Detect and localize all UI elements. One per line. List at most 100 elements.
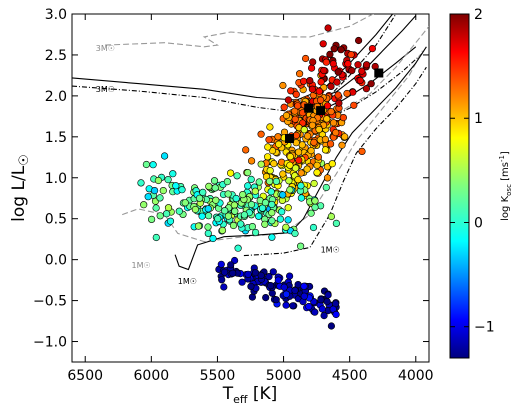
y-tick-label: 0.5 <box>45 212 67 228</box>
star-point <box>333 78 341 86</box>
star-point <box>286 186 294 194</box>
star-point <box>262 294 270 302</box>
star-point <box>310 179 318 188</box>
star-point <box>309 223 318 232</box>
star-point <box>317 78 325 86</box>
star-point <box>323 298 331 306</box>
star-point <box>156 194 164 202</box>
track-label: 1M☉ <box>178 277 197 286</box>
star-point <box>322 183 330 192</box>
star-point <box>272 296 280 304</box>
star-point <box>276 215 285 223</box>
star-point <box>305 302 313 311</box>
star-point <box>229 221 238 230</box>
star-point <box>297 194 306 202</box>
star-point <box>294 102 302 110</box>
star-point <box>169 170 177 178</box>
star-point <box>311 203 319 211</box>
star-point <box>217 260 225 268</box>
star-point <box>268 209 276 217</box>
star-point <box>308 64 316 72</box>
star-point <box>212 196 220 204</box>
highlight-star <box>304 103 314 113</box>
star-point <box>311 308 319 316</box>
star-point <box>149 161 157 169</box>
x-axis-title: Teff [K] <box>222 384 278 406</box>
star-point <box>269 268 277 276</box>
star-point <box>218 276 226 284</box>
star-point <box>191 205 199 214</box>
star-point <box>291 286 299 295</box>
star-point <box>300 292 308 300</box>
track-8 <box>174 46 427 271</box>
y-tick-label: 2.5 <box>45 48 67 64</box>
star-point <box>313 168 321 177</box>
plot-area: 3M☉ 3M☉ 1M☉ 1M☉ 1M☉ 6500 6000 5500 5000 4500 4000… <box>33 7 434 384</box>
star-point <box>349 88 357 96</box>
star-point <box>144 193 152 201</box>
star-point <box>310 138 318 146</box>
star-point <box>220 283 228 291</box>
star-point <box>275 140 283 148</box>
y-tick-label: 1.0 <box>45 171 67 187</box>
star-point <box>328 160 336 168</box>
star-point <box>230 201 238 209</box>
track-labels: 3M☉ 3M☉ 1M☉ 1M☉ 1M☉ <box>96 44 340 286</box>
x-tick-label: 5000 <box>266 368 302 384</box>
track-label: 3M☉ <box>96 85 115 94</box>
star-point <box>289 302 297 310</box>
star-point <box>327 82 335 90</box>
star-point <box>248 223 256 231</box>
star-point <box>307 209 315 217</box>
star-point <box>151 187 159 195</box>
star-point <box>142 160 150 169</box>
x-tick-label: 6500 <box>67 368 103 384</box>
star-point <box>255 178 263 186</box>
star-point <box>302 54 310 63</box>
star-point <box>148 215 156 223</box>
y-tick-label: 3.0 <box>45 7 67 23</box>
star-point <box>267 188 275 196</box>
star-point <box>229 269 237 277</box>
star-point <box>204 223 212 231</box>
star-point <box>175 207 183 215</box>
star-point <box>320 312 328 320</box>
star-point <box>324 102 332 110</box>
star-point <box>319 40 327 48</box>
star-point <box>240 211 248 219</box>
star-point <box>265 136 273 144</box>
star-point <box>306 76 314 85</box>
star-point <box>137 179 145 187</box>
star-point <box>327 107 335 116</box>
star-point <box>282 290 291 298</box>
star-point <box>268 233 276 241</box>
star-point <box>321 135 330 143</box>
star-point <box>332 219 341 227</box>
star-point <box>315 87 323 95</box>
star-point <box>223 178 231 186</box>
star-point <box>286 161 294 169</box>
y-tick-label: −0.5 <box>33 294 67 310</box>
star-point <box>321 146 330 154</box>
star-point <box>205 212 213 220</box>
star-point <box>214 215 222 223</box>
star-point <box>282 223 290 231</box>
star-point <box>261 199 270 207</box>
star-point <box>209 234 217 243</box>
y-tick-label: 1.5 <box>45 130 67 146</box>
star-point <box>324 24 332 32</box>
star-point <box>282 111 291 120</box>
star-point <box>368 44 377 53</box>
star-point <box>334 68 342 76</box>
y-axis: −1.0 −0.5 0.0 0.5 1.0 1.5 2.0 2.5 3.0 <box>33 7 429 351</box>
star-point <box>244 169 252 177</box>
star-point <box>292 131 301 139</box>
star-point <box>297 242 305 250</box>
star-point <box>295 156 303 164</box>
star-point <box>221 268 229 276</box>
star-point <box>242 146 250 154</box>
star-point <box>268 200 276 209</box>
star-point <box>279 81 287 90</box>
star-point <box>332 129 340 137</box>
